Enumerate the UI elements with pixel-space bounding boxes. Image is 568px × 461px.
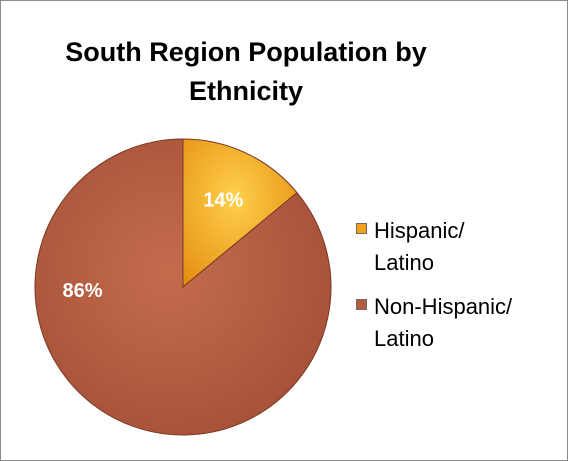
legend: Hispanic/ Latino Non-Hispanic/ Latino: [356, 215, 556, 367]
data-label-non-hispanic-latino: 86%: [62, 280, 102, 302]
legend-swatch-hispanic-latino: [356, 223, 367, 234]
legend-label-non-hispanic-latino-line2: Latino: [374, 326, 434, 351]
legend-item-hispanic-latino: Hispanic/ Latino: [356, 215, 556, 279]
legend-label-hispanic-latino-line1: Hispanic/: [374, 218, 465, 243]
legend-label-hispanic-latino-line2: Latino: [374, 250, 434, 275]
data-label-hispanic-latino: 14%: [203, 190, 243, 212]
pie-slice-non-hispanic-latino: [34, 138, 332, 436]
legend-swatch-non-hispanic-latino: [356, 299, 367, 310]
pie-slice-hispanic-latino: [182, 138, 298, 289]
chart-title: South Region Population by Ethnicity: [65, 37, 427, 106]
legend-label-non-hispanic-latino-line1: Non-Hispanic/: [374, 294, 513, 319]
legend-item-non-hispanic-latino: Non-Hispanic/ Latino: [356, 291, 556, 355]
